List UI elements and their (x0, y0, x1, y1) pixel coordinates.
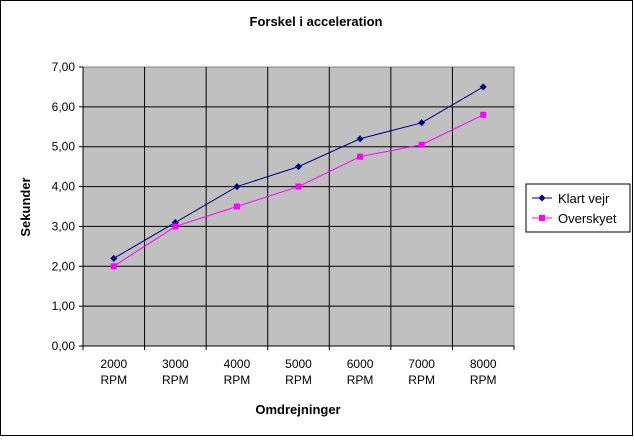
legend-item: Overskyet (532, 211, 617, 226)
data-point (295, 183, 302, 190)
data-point (172, 223, 179, 230)
series-group (110, 83, 487, 270)
grid-lines (82, 67, 514, 347)
x-tick-label: 5000 RPM (285, 357, 312, 387)
legend-marker (539, 215, 545, 221)
legend-item: Klart vejr (532, 191, 610, 206)
legend-box (525, 183, 631, 233)
plot-area (82, 66, 515, 347)
y-tick-label: 5,00 (52, 140, 76, 154)
data-point (418, 119, 426, 127)
y-axis-ticks: 0,00 1,00 2,00 3,00 4,00 5,00 6,00 7,00 (52, 60, 83, 353)
data-point (480, 111, 487, 118)
data-point (418, 141, 425, 148)
y-tick-label: 3,00 (52, 219, 76, 233)
y-tick-label: 7,00 (52, 60, 76, 74)
x-tick-label: 8000 RPM (470, 357, 497, 387)
series-1 (110, 83, 487, 262)
x-axis-ticks: 2000 RPM 3000 RPM 4000 RPM 5000 RPM 6000 RPM 7000 R… (82, 346, 515, 387)
data-point (356, 135, 364, 143)
data-point (357, 153, 364, 160)
x-axis-title: Omdrejninger (255, 402, 340, 417)
y-tick-label: 2,00 (52, 259, 76, 273)
y-tick-label: 6,00 (52, 100, 76, 114)
x-tick-label: 4000 RPM (224, 357, 251, 387)
data-point (233, 203, 240, 210)
data-point (110, 263, 117, 270)
legend-label: Overskyet (558, 211, 617, 226)
x-tick-label: 6000 RPM (347, 357, 374, 387)
legend: Klart vejr Overskyet (525, 183, 631, 233)
x-tick-label: 7000 RPM (408, 357, 435, 387)
data-point (233, 183, 241, 191)
legend-marker (538, 194, 546, 202)
data-point (110, 254, 118, 262)
x-tick-label: 3000 RPM (162, 357, 189, 387)
data-point (479, 83, 487, 91)
series-2 (110, 111, 487, 270)
y-axis-title: Sekunder (18, 177, 33, 236)
y-tick-label: 4,00 (52, 180, 76, 194)
chart-title: Forskel i acceleration (250, 14, 383, 29)
data-point (295, 163, 302, 171)
y-tick-label: 1,00 (52, 299, 76, 313)
legend-label: Klart vejr (558, 191, 610, 206)
y-tick-label: 0,00 (52, 339, 76, 353)
x-tick-label: 2000 RPM (100, 357, 127, 387)
